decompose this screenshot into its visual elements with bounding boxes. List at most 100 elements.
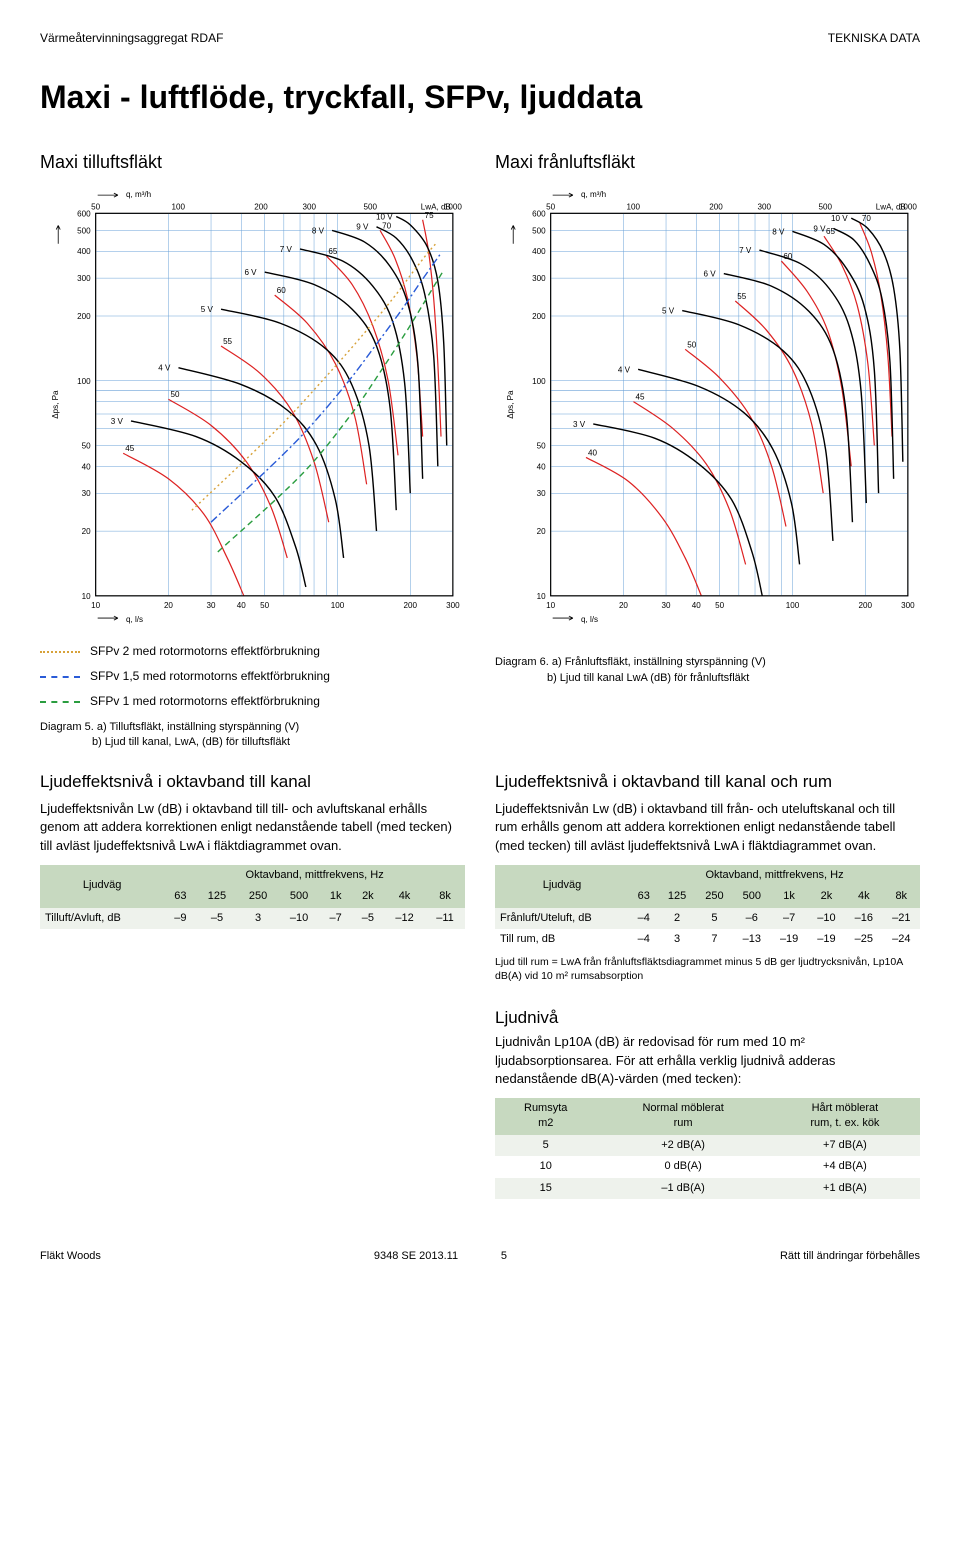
col-left-para: Ljudeffektsnivån Lw (dB) i oktavband til…	[40, 800, 465, 855]
col-left-table: LjudvägOktavband, mittfrekvens, Hz631252…	[40, 865, 465, 929]
footer-left: Fläkt Woods	[40, 1249, 101, 1264]
col-right-footnote: Ljud till rum = LwA från frånluftsfläkts…	[495, 956, 920, 983]
table-row: 100 dB(A)+4 dB(A)	[495, 1156, 920, 1177]
table-row: Till rum, dB–437–13–19–19–25–24	[495, 929, 920, 950]
svg-text:10: 10	[82, 592, 91, 601]
footer-center: 9348 SE 2013.11	[374, 1250, 458, 1262]
svg-text:LwA, dB: LwA, dB	[876, 202, 906, 211]
page-footer: Fläkt Woods 9348 SE 2013.11 5 Rätt till …	[40, 1249, 920, 1264]
svg-text:8 V: 8 V	[312, 226, 325, 235]
caption-label: Diagram 6.	[495, 655, 549, 670]
table-header: 63	[629, 886, 658, 907]
table-cell: Till rum, dB	[495, 929, 629, 950]
legend-text: SFPv 2 med rotormotorns effektförbruknin…	[90, 643, 320, 660]
legend-text: SFPv 1,5 med rotormotorns effektförbrukn…	[90, 668, 330, 685]
svg-text:50: 50	[91, 202, 100, 211]
table-header: 1k	[770, 886, 807, 907]
svg-text:4 V: 4 V	[618, 365, 631, 374]
svg-text:45: 45	[125, 444, 134, 453]
table-header: 125	[196, 886, 237, 907]
svg-text:10 V: 10 V	[376, 212, 393, 221]
header-bar: Värmeåtervinningsaggregat RDAF TEKNISKA …	[40, 30, 920, 47]
legend-swatch	[40, 701, 80, 703]
svg-text:200: 200	[709, 202, 723, 211]
legend-row: SFPv 1 med rotormotorns effektförbruknin…	[40, 693, 465, 710]
table-header: 250	[237, 886, 278, 907]
svg-text:10: 10	[91, 601, 100, 610]
table-cell: –10	[279, 908, 320, 929]
table-header: 4k	[384, 886, 425, 907]
legend-text: SFPv 1 med rotormotorns effektförbruknin…	[90, 693, 320, 710]
table-cell: 15	[495, 1178, 596, 1199]
table-header: 250	[696, 886, 733, 907]
svg-text:500: 500	[77, 226, 91, 235]
table-cell: 10	[495, 1156, 596, 1177]
table-cell: +7 dB(A)	[770, 1135, 920, 1156]
chart-left-caption: Diagram 5. a) Tilluftsfläkt, inställning…	[40, 720, 465, 751]
table-header: 500	[733, 886, 770, 907]
table-header: Hårt möbleratrum, t. ex. kök	[770, 1098, 920, 1135]
svg-text:100: 100	[786, 601, 800, 610]
svg-text:300: 300	[446, 601, 460, 610]
svg-text:200: 200	[532, 312, 546, 321]
svg-text:q, m³/h: q, m³/h	[126, 190, 151, 199]
svg-text:400: 400	[532, 247, 546, 256]
table-header: Ljudväg	[495, 865, 629, 908]
svg-text:q, l/s: q, l/s	[126, 615, 143, 624]
svg-text:50: 50	[687, 340, 696, 349]
svg-text:6 V: 6 V	[704, 269, 717, 278]
svg-text:70: 70	[862, 214, 871, 223]
svg-text:7 V: 7 V	[280, 245, 293, 254]
svg-text:10: 10	[537, 592, 546, 601]
svg-text:40: 40	[537, 462, 546, 471]
chart-right-title: Maxi frånluftsfläkt	[495, 150, 920, 175]
legend-swatch	[40, 676, 80, 678]
svg-text:400: 400	[77, 247, 91, 256]
table-cell: –5	[352, 908, 384, 929]
svg-text:300: 300	[303, 202, 317, 211]
svg-text:40: 40	[692, 601, 701, 610]
ljudniva-block: Ljudnivå Ljudnivån Lp10A (dB) är redovis…	[495, 1006, 920, 1199]
svg-text:7 V: 7 V	[739, 246, 752, 255]
svg-text:4 V: 4 V	[158, 363, 171, 372]
svg-text:8 V: 8 V	[772, 227, 785, 236]
table-cell: –24	[883, 929, 920, 950]
svg-text:3 V: 3 V	[111, 417, 124, 426]
text-columns-row: Ljudeffektsnivå i oktavband till kanal L…	[40, 770, 920, 1199]
svg-text:q, l/s: q, l/s	[581, 615, 598, 624]
svg-text:100: 100	[331, 601, 345, 610]
table-header: Ljudväg	[40, 865, 164, 908]
table-header: 8k	[883, 886, 920, 907]
caption-a: a) Frånluftsfläkt, inställning styrspänn…	[552, 656, 766, 668]
svg-text:100: 100	[532, 377, 546, 386]
chart-left-title: Maxi tilluftsfläkt	[40, 150, 465, 175]
table-cell: –1 dB(A)	[596, 1178, 769, 1199]
svg-text:9 V: 9 V	[813, 224, 826, 233]
svg-text:10: 10	[546, 601, 555, 610]
header-left: Värmeåtervinningsaggregat RDAF	[40, 30, 223, 47]
table-cell: –4	[629, 908, 658, 929]
table-header: 2k	[352, 886, 384, 907]
svg-text:70: 70	[382, 221, 391, 230]
svg-text:200: 200	[404, 601, 418, 610]
svg-text:40: 40	[82, 462, 91, 471]
svg-text:55: 55	[737, 292, 746, 301]
table-cell: –4	[629, 929, 658, 950]
table-header: 8k	[425, 886, 465, 907]
table-cell: –7	[320, 908, 352, 929]
svg-text:65: 65	[328, 247, 337, 256]
svg-text:55: 55	[223, 337, 232, 346]
svg-text:500: 500	[818, 202, 832, 211]
svg-text:500: 500	[532, 226, 546, 235]
caption-a: a) Tilluftsfläkt, inställning styrspänni…	[97, 721, 299, 733]
table-header: 500	[279, 886, 320, 907]
chart-right-svg: 1020304050100200300400500600102030405010…	[495, 185, 920, 630]
svg-text:100: 100	[172, 202, 186, 211]
table-header: 125	[658, 886, 695, 907]
page-title: Maxi - luftflöde, tryckfall, SFPv, ljudd…	[40, 75, 920, 120]
table-cell: +4 dB(A)	[770, 1156, 920, 1177]
caption-b: b) Ljud till kanal, LwA, (dB) för tilluf…	[92, 736, 290, 748]
table-cell: 2	[658, 908, 695, 929]
charts-row: Maxi tilluftsfläkt 102030405010020030040…	[40, 150, 920, 751]
table-row: 15–1 dB(A)+1 dB(A)	[495, 1178, 920, 1199]
